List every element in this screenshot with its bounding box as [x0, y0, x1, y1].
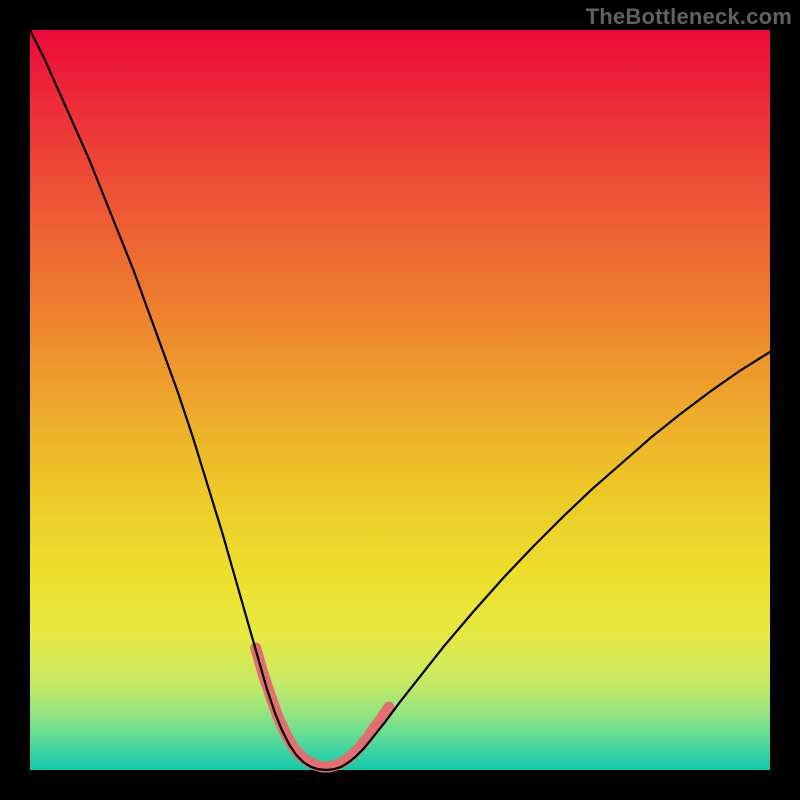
plot-background	[30, 30, 770, 770]
bottleneck-curve-chart	[0, 0, 800, 800]
chart-container: TheBottleneck.com	[0, 0, 800, 800]
watermark-text: TheBottleneck.com	[586, 4, 792, 30]
